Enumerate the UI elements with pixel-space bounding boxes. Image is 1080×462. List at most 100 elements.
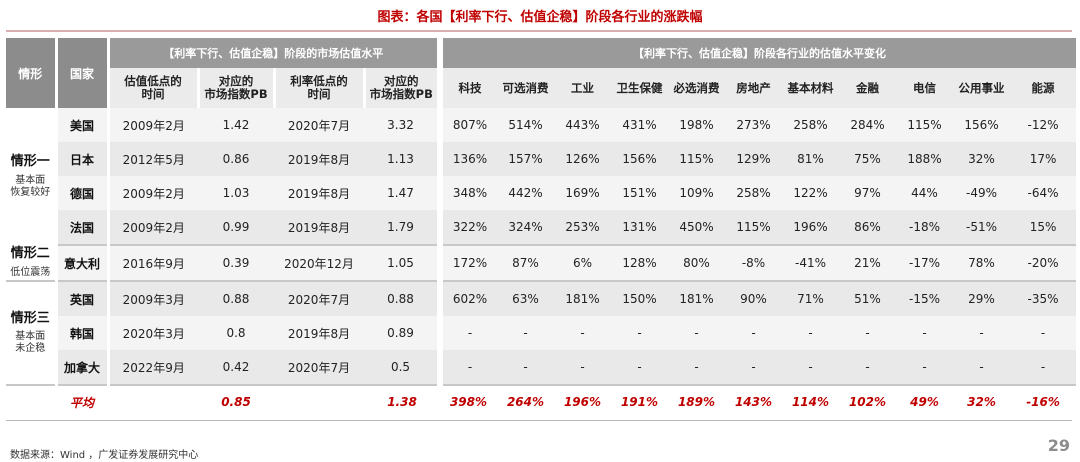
data-source-note: 数据来源：Wind ，广发证券发展研究中心 <box>10 450 199 461</box>
average-change-cell: 189% <box>668 384 725 418</box>
valuation-low-pb: 0.88 <box>198 281 274 316</box>
industry-change-cell: 128% <box>611 245 668 282</box>
valuation-low-time: 2012年5月 <box>106 142 198 176</box>
industry-change-cell: 273% <box>725 108 782 142</box>
industry-header-3: 卫生保健 <box>611 68 668 108</box>
industry-change-cell: 15% <box>1010 210 1077 246</box>
scenario-cell: 情形二 低位震荡 <box>6 245 56 282</box>
industry-change-cell: - <box>437 316 497 350</box>
country-name: 日本 <box>54 142 108 176</box>
industry-change-cell: 284% <box>839 108 896 142</box>
industry-change-cell: - <box>1010 316 1077 350</box>
table-row: 日本 2012年5月 0.86 2019年8月 1.13 136% 157% 126% 156%… <box>6 142 1077 176</box>
industry-change-cell: - <box>782 316 839 350</box>
rate-low-time: 2019年8月 <box>274 142 364 176</box>
industry-change-cell: -15% <box>896 281 953 316</box>
subheader-3: 对应的 市场指数PB <box>362 68 440 108</box>
average-change-cell: 32% <box>953 384 1010 418</box>
industry-change-cell: -51% <box>953 210 1010 246</box>
industry-change-table: 情形 国家 【利率下行、估值企稳】阶段的市场估值水平 【利率下行、估值企稳】阶段… <box>6 38 1077 418</box>
rate-low-time: 2020年7月 <box>274 350 364 385</box>
valuation-low-time: 2009年2月 <box>106 210 198 246</box>
industry-change-cell: -17% <box>896 245 953 282</box>
industry-group-header: 【利率下行、估值企稳】阶段各行业的估值水平变化 <box>436 38 1077 68</box>
industry-change-cell: - <box>953 316 1010 350</box>
industry-change-cell: - <box>725 350 782 385</box>
table-row: 情形二 低位震荡 意大利 2016年9月 0.39 2020年12月 1.05 172% 87%… <box>6 245 1077 282</box>
industry-change-cell: -20% <box>1010 245 1077 282</box>
average-empty <box>108 384 198 418</box>
chart-title: 图表：各国【利率下行、估值企稳】阶段各行业的涨跌幅 <box>377 10 703 25</box>
industry-change-cell: -8% <box>725 245 782 282</box>
industry-change-cell: 71% <box>782 281 839 316</box>
average-change-cell: -16% <box>1010 384 1077 418</box>
industry-change-cell: 172% <box>437 245 497 282</box>
rate-low-pb: 1.47 <box>364 176 440 210</box>
industry-change-cell: 115% <box>725 210 782 246</box>
subheader-0: 估值低点的 时间 <box>106 68 198 108</box>
bottom-divider <box>6 420 1072 421</box>
industry-change-cell: -35% <box>1010 281 1077 316</box>
industry-header-9: 公用事业 <box>953 68 1010 108</box>
industry-change-cell: 169% <box>554 176 611 210</box>
rate-low-pb: 0.5 <box>364 350 440 385</box>
industry-change-cell: -49% <box>953 176 1010 210</box>
rate-low-time: 2020年7月 <box>274 281 364 316</box>
valuation-low-pb: 0.42 <box>198 350 274 385</box>
average-val-pb: 0.85 <box>198 384 274 418</box>
country-name: 加拿大 <box>54 350 108 385</box>
industry-change-cell: 156% <box>611 142 668 176</box>
average-rate-pb: 1.38 <box>364 384 440 418</box>
industry-change-cell: 443% <box>554 108 611 142</box>
valuation-low-time: 2016年9月 <box>106 245 198 282</box>
industry-change-cell: 181% <box>668 281 725 316</box>
rate-low-pb: 3.32 <box>364 108 440 142</box>
industry-change-cell: 258% <box>782 108 839 142</box>
average-change-cell: 114% <box>782 384 839 418</box>
industry-change-cell: -41% <box>782 245 839 282</box>
subheader-2: 利率低点的 时间 <box>272 68 364 108</box>
industry-change-cell: 17% <box>1010 142 1077 176</box>
sub-header-row: 估值低点的 时间 对应的 市场指数PB 利率低点的 时间 对应的 市场指数PB 科技 可选… <box>6 68 1077 108</box>
average-label: 平均 <box>56 384 108 418</box>
industry-change-cell: 75% <box>839 142 896 176</box>
industry-change-cell: 129% <box>725 142 782 176</box>
country-name: 美国 <box>54 108 108 142</box>
valuation-low-pb: 1.42 <box>198 108 274 142</box>
industry-change-cell: - <box>782 350 839 385</box>
scenario-desc: 基本面 未企稳 <box>15 331 46 355</box>
average-change-cell: 398% <box>440 384 497 418</box>
industry-change-cell: 450% <box>668 210 725 246</box>
table-row: 韩国 2020年3月 0.8 2019年8月 0.89- - - - - - - - - - - <box>6 316 1077 350</box>
rate-low-pb: 1.05 <box>364 245 440 282</box>
rate-low-pb: 0.88 <box>364 281 440 316</box>
country-name: 韩国 <box>54 316 108 350</box>
industry-change-cell: 150% <box>611 281 668 316</box>
industry-change-cell: 181% <box>554 281 611 316</box>
industry-header-2: 工业 <box>554 68 611 108</box>
industry-header-5: 房地产 <box>725 68 782 108</box>
rate-low-time: 2019年8月 <box>274 316 364 350</box>
industry-change-cell: - <box>1010 350 1077 385</box>
industry-change-cell: 109% <box>668 176 725 210</box>
industry-change-cell: 322% <box>437 210 497 246</box>
industry-change-cell: 324% <box>497 210 554 246</box>
scenario-name: 情形二 <box>10 246 50 262</box>
industry-change-cell: 32% <box>953 142 1010 176</box>
valuation-low-pb: 0.39 <box>198 245 274 282</box>
industry-change-cell: 122% <box>782 176 839 210</box>
industry-change-cell: 97% <box>839 176 896 210</box>
table-row: 情形一 基本面 恢复较好 美国 2009年2月 1.42 2020年7月 3.32 807% 5… <box>6 108 1077 245</box>
industry-change-cell: - <box>437 350 497 385</box>
rate-low-time: 2019年8月 <box>274 210 364 246</box>
industry-change-cell: 51% <box>839 281 896 316</box>
scenario-desc: 低位震荡 <box>10 266 51 278</box>
industry-change-cell: - <box>497 350 554 385</box>
industry-change-cell: 198% <box>668 108 725 142</box>
country-name: 意大利 <box>54 245 108 282</box>
title-divider <box>6 30 1072 32</box>
industry-change-cell: 151% <box>611 176 668 210</box>
industry-change-cell: 81% <box>782 142 839 176</box>
industry-change-cell: -12% <box>1010 108 1077 142</box>
industry-change-cell: 253% <box>554 210 611 246</box>
